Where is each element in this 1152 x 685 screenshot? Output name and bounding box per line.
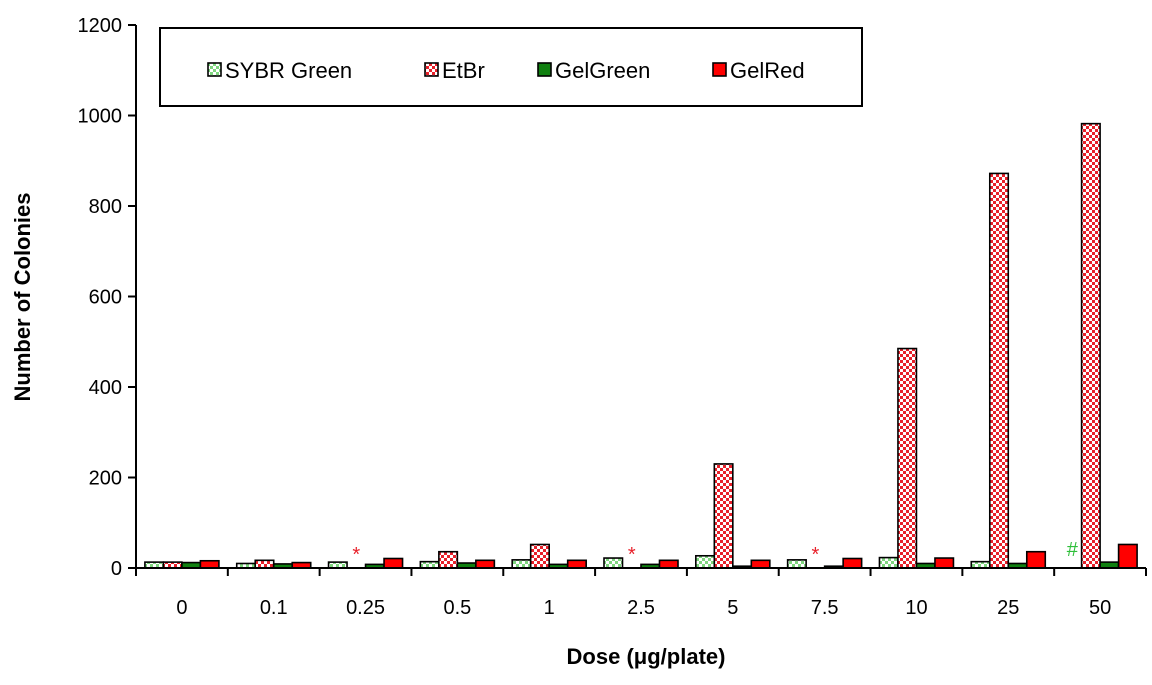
bar-gelred (566, 559, 587, 569)
y-tick-label: 400 (89, 377, 122, 399)
bar-etbr (1080, 122, 1101, 569)
legend-label: GelGreen (555, 58, 650, 83)
bar-gelred (1117, 543, 1138, 569)
y-tick-label: 1200 (78, 15, 123, 37)
bar-etbr (438, 550, 459, 569)
bar-gelred (750, 559, 771, 569)
bar-gelred (842, 557, 863, 569)
y-tick-label: 0 (111, 558, 122, 580)
x-tick-label: 0 (176, 597, 187, 619)
annotation-mark: * (352, 544, 360, 566)
legend-swatch (424, 62, 439, 77)
x-tick-label: 1 (544, 597, 555, 619)
x-tick-label: 0.5 (443, 597, 471, 619)
x-tick-label: 0.1 (260, 597, 288, 619)
y-tick-label: 600 (89, 287, 122, 309)
bars-layer (144, 122, 1138, 569)
x-tick-label: 2.5 (627, 597, 655, 619)
x-tick-label: 25 (997, 597, 1019, 619)
x-tick-label: 5 (727, 597, 738, 619)
legend-swatch (207, 62, 222, 77)
legend-label: SYBR Green (225, 58, 352, 83)
bar-gelred (1025, 550, 1047, 569)
annotation-mark: # (1067, 539, 1079, 561)
legend-label: GelRed (730, 58, 805, 83)
legend-swatch (537, 62, 552, 77)
bar-sybr-green (878, 556, 899, 569)
bar-etbr (529, 543, 550, 569)
bar-gelred (199, 559, 220, 569)
bar-sybr-green (695, 554, 716, 569)
bar-gelred (934, 557, 955, 569)
legend-swatch (712, 62, 727, 77)
x-tick-label: 50 (1089, 597, 1111, 619)
x-axis-title: Dose (μg/plate) (567, 644, 726, 669)
bar-sybr-green (603, 557, 624, 569)
bar-gelred (475, 559, 496, 569)
annotation-mark: * (811, 544, 819, 566)
bar-sybr-green (511, 559, 532, 569)
bar-etbr (897, 347, 918, 569)
annotations-layer: * * * # (352, 539, 1078, 566)
bar-gelred (383, 557, 404, 569)
bar-etbr (713, 463, 734, 569)
legend-label: EtBr (442, 58, 485, 83)
legend: SYBR Green EtBr GelGreen GelRed (159, 27, 863, 107)
x-ticks: 0 0.1 0.25 0.5 1 2.5 5 7.5 10 25 50 (135, 568, 1147, 619)
x-tick-label: 0.25 (346, 597, 385, 619)
x-tick-label: 10 (905, 597, 927, 619)
y-axis-title: Number of Colonies (10, 192, 35, 401)
bar-gelred (658, 559, 679, 569)
y-tick-label: 1000 (78, 106, 123, 128)
bar-sybr-green (786, 559, 807, 569)
y-ticks: 0 200 400 600 800 1000 1200 (78, 15, 136, 580)
y-tick-label: 800 (89, 196, 122, 218)
bar-etbr (988, 172, 1010, 569)
y-tick-label: 200 (89, 468, 122, 490)
x-tick-label: 7.5 (811, 597, 839, 619)
legend-items: SYBR Green EtBr GelGreen GelRed (207, 58, 805, 83)
legend-box (159, 27, 863, 107)
bar-etbr (254, 559, 275, 569)
annotation-mark: * (628, 544, 636, 566)
